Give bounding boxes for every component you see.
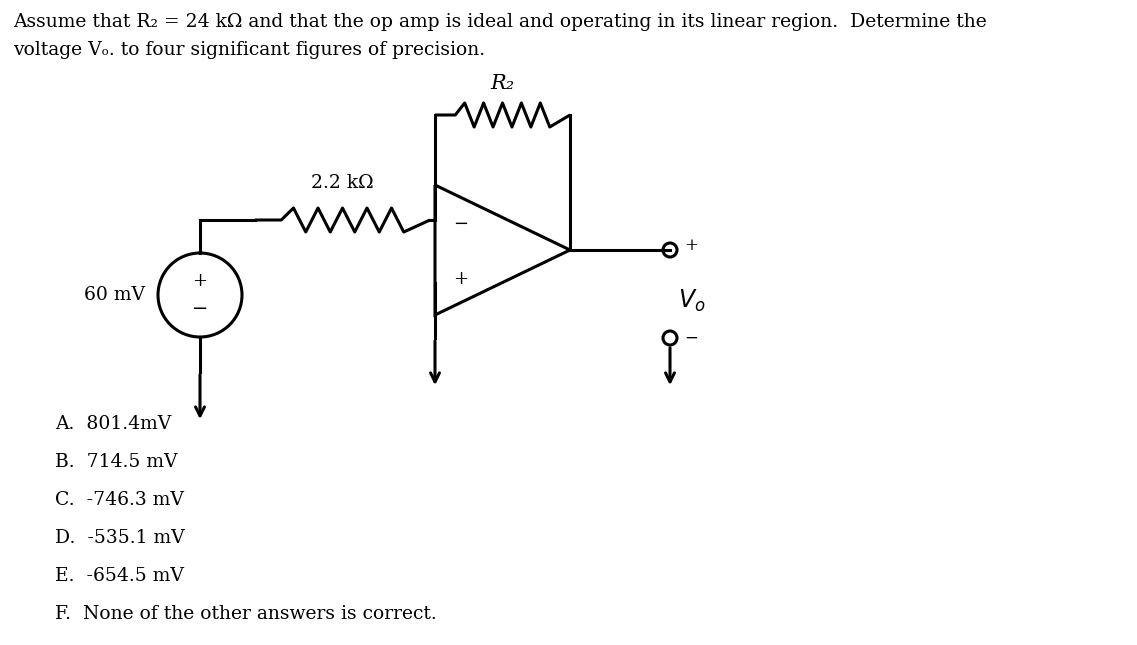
Text: F.  None of the other answers is correct.: F. None of the other answers is correct. xyxy=(55,605,437,623)
Text: voltage Vₒ. to four significant figures of precision.: voltage Vₒ. to four significant figures … xyxy=(13,41,485,59)
Text: R₂: R₂ xyxy=(490,74,515,93)
Text: C.  -746.3 mV: C. -746.3 mV xyxy=(55,491,184,509)
Text: −: − xyxy=(192,300,208,318)
Text: +: + xyxy=(192,272,207,290)
Text: E.  -654.5 mV: E. -654.5 mV xyxy=(55,567,184,585)
Text: Assume that R₂ = 24 kΩ and that the op amp is ideal and operating in its linear : Assume that R₂ = 24 kΩ and that the op a… xyxy=(13,13,987,31)
Text: A.  801.4mV: A. 801.4mV xyxy=(55,415,172,433)
Text: 2.2 kΩ: 2.2 kΩ xyxy=(312,174,374,192)
Text: D.  -535.1 mV: D. -535.1 mV xyxy=(55,529,184,547)
Text: +: + xyxy=(684,237,698,255)
Text: $V_o$: $V_o$ xyxy=(678,288,705,314)
Text: B.  714.5 mV: B. 714.5 mV xyxy=(55,453,177,471)
Text: +: + xyxy=(453,270,468,288)
Text: −: − xyxy=(684,330,698,346)
Text: −: − xyxy=(453,215,468,233)
Text: 60 mV: 60 mV xyxy=(84,286,146,304)
